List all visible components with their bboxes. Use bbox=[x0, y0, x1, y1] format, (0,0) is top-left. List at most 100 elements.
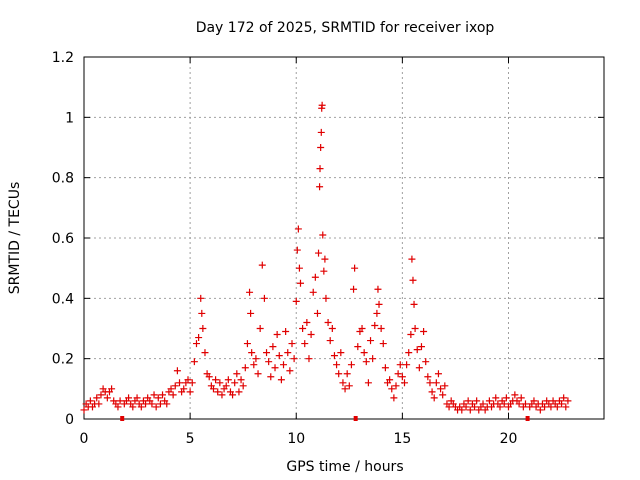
data-point bbox=[252, 355, 260, 363]
chart-title: Day 172 of 2025, SRMTID for receiver ixo… bbox=[196, 20, 495, 36]
data-point bbox=[218, 391, 226, 399]
data-point bbox=[415, 364, 423, 372]
grid-layer bbox=[84, 57, 604, 419]
data-point bbox=[390, 394, 398, 402]
data-point bbox=[288, 340, 296, 348]
data-point bbox=[319, 231, 327, 239]
data-point bbox=[299, 325, 307, 332]
data-point bbox=[188, 379, 196, 387]
data-point bbox=[369, 355, 377, 363]
data-point bbox=[379, 340, 387, 348]
data-point bbox=[479, 400, 487, 408]
data-point bbox=[205, 373, 213, 381]
data-point bbox=[341, 385, 349, 393]
data-point bbox=[320, 267, 328, 275]
data-point bbox=[286, 367, 294, 375]
data-point bbox=[351, 264, 359, 272]
data-point bbox=[303, 318, 311, 326]
data-point bbox=[558, 400, 566, 408]
data-point bbox=[313, 309, 321, 317]
data-point bbox=[290, 355, 298, 363]
data-point bbox=[171, 382, 179, 390]
data-point bbox=[371, 321, 379, 329]
data-point bbox=[322, 294, 330, 302]
data-point bbox=[265, 358, 273, 366]
data-point bbox=[408, 255, 416, 263]
data-point bbox=[471, 403, 479, 411]
data-point bbox=[413, 346, 421, 354]
data-point bbox=[373, 309, 381, 317]
y-axis-label: SRMTID / TECUs bbox=[7, 182, 23, 295]
data-point bbox=[350, 285, 358, 293]
data-point bbox=[381, 364, 389, 372]
data-point bbox=[307, 331, 315, 339]
data-point bbox=[186, 388, 194, 396]
data-point bbox=[246, 288, 254, 296]
data-point bbox=[420, 328, 428, 336]
data-point bbox=[328, 325, 336, 332]
data-point bbox=[462, 403, 470, 411]
data-point bbox=[250, 361, 258, 369]
points-layer bbox=[80, 101, 572, 421]
data-point bbox=[417, 343, 425, 351]
data-point bbox=[256, 325, 264, 332]
data-point bbox=[142, 400, 150, 408]
data-point bbox=[458, 406, 466, 414]
data-point bbox=[169, 391, 177, 399]
data-point bbox=[156, 400, 164, 408]
gap-marker bbox=[120, 416, 125, 421]
gap-marker bbox=[525, 416, 530, 421]
data-point bbox=[159, 391, 167, 399]
data-point bbox=[231, 379, 239, 387]
data-point bbox=[315, 249, 323, 257]
data-point bbox=[233, 370, 241, 378]
data-point bbox=[258, 261, 266, 269]
data-point bbox=[273, 331, 281, 339]
data-point bbox=[362, 358, 370, 366]
data-point bbox=[485, 397, 493, 405]
data-point bbox=[197, 294, 205, 302]
data-point bbox=[137, 403, 145, 411]
data-point bbox=[317, 144, 325, 151]
data-point bbox=[316, 183, 324, 191]
data-point bbox=[277, 376, 285, 384]
data-point bbox=[150, 391, 158, 399]
data-point bbox=[108, 385, 116, 393]
data-point bbox=[496, 403, 504, 411]
data-point bbox=[167, 385, 175, 393]
data-point bbox=[267, 373, 275, 381]
data-point bbox=[209, 385, 217, 393]
data-point bbox=[400, 379, 408, 387]
data-point bbox=[405, 349, 413, 357]
data-point bbox=[466, 406, 474, 414]
data-point bbox=[375, 300, 383, 308]
data-point bbox=[441, 382, 449, 390]
data-point bbox=[260, 294, 268, 302]
data-point bbox=[409, 276, 417, 284]
data-point bbox=[339, 379, 347, 387]
data-point bbox=[201, 349, 209, 357]
y-tick-label: 0.2 bbox=[52, 352, 74, 368]
data-point bbox=[562, 403, 570, 411]
data-point bbox=[222, 382, 230, 390]
x-tick-label: 20 bbox=[500, 431, 518, 447]
data-point bbox=[321, 255, 329, 263]
data-point bbox=[235, 388, 243, 396]
data-point bbox=[500, 400, 508, 408]
data-point bbox=[473, 397, 481, 405]
data-point bbox=[214, 388, 222, 396]
data-point bbox=[284, 349, 292, 357]
data-point bbox=[333, 361, 341, 369]
x-tick-label: 15 bbox=[393, 431, 411, 447]
data-point bbox=[184, 376, 192, 384]
data-point bbox=[337, 349, 345, 357]
y-tick-label: 0.8 bbox=[52, 171, 74, 187]
data-point bbox=[163, 400, 171, 408]
data-point bbox=[354, 343, 362, 351]
data-point bbox=[129, 403, 137, 411]
data-point bbox=[216, 379, 224, 387]
y-tick-label: 0.4 bbox=[52, 291, 74, 307]
data-point bbox=[386, 376, 394, 384]
data-point bbox=[428, 388, 436, 396]
